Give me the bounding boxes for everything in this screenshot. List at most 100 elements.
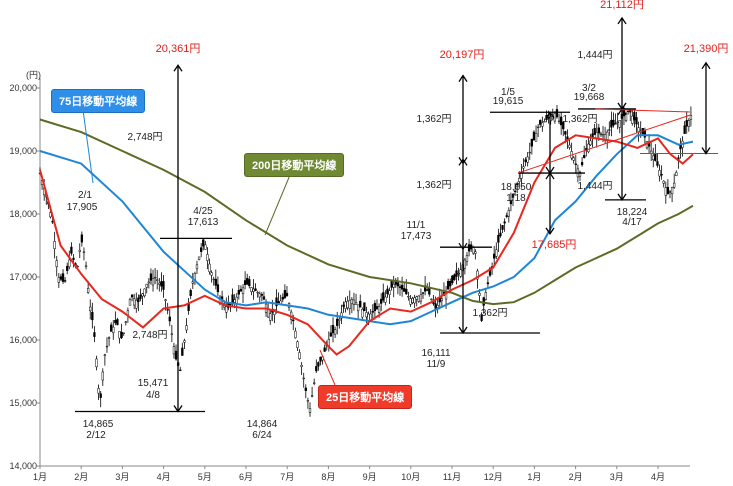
annotation-text: 2/12 bbox=[86, 430, 106, 441]
candle-body bbox=[484, 292, 487, 300]
candle-body bbox=[382, 292, 385, 301]
candle-body bbox=[614, 123, 617, 125]
candle-body bbox=[526, 156, 529, 163]
candle-body bbox=[507, 210, 510, 217]
x-tick-label: 6月 bbox=[239, 472, 253, 482]
candle-body bbox=[509, 200, 513, 205]
moving-averages bbox=[39, 118, 694, 356]
candle-body bbox=[82, 251, 86, 253]
candle-body bbox=[547, 117, 550, 119]
candle-body bbox=[147, 281, 150, 284]
candle-body bbox=[476, 270, 479, 280]
candle-body bbox=[363, 302, 366, 312]
candle-body bbox=[128, 299, 132, 306]
candle-body bbox=[208, 263, 211, 273]
arrow-head bbox=[545, 171, 555, 180]
candle-body bbox=[103, 354, 107, 356]
candle-body bbox=[285, 292, 289, 297]
candle-body bbox=[367, 313, 370, 321]
candle-body bbox=[323, 347, 326, 352]
annotation-text: 1/5 bbox=[501, 87, 515, 98]
candle-body bbox=[568, 144, 571, 148]
candle-body bbox=[354, 302, 358, 305]
candle-body bbox=[400, 284, 404, 290]
candle-body bbox=[191, 281, 194, 284]
target-price-label: 21,390円 bbox=[684, 43, 729, 55]
candle-body bbox=[214, 278, 217, 286]
candle-body bbox=[361, 308, 364, 318]
arrow-head bbox=[617, 193, 627, 202]
candle-body bbox=[589, 140, 592, 146]
candle-body bbox=[277, 301, 280, 303]
candle-body bbox=[216, 284, 220, 293]
candle-body bbox=[633, 112, 636, 121]
candle-body bbox=[637, 127, 640, 132]
candle-body bbox=[53, 241, 56, 249]
candle-body bbox=[348, 300, 351, 309]
annotation-text: 1,362円 bbox=[416, 114, 451, 125]
annotation-text: 1,362円 bbox=[416, 180, 451, 191]
candle-body bbox=[172, 346, 176, 355]
candle-body bbox=[262, 296, 266, 300]
x-tick-label: 7月 bbox=[280, 472, 294, 482]
candle-body bbox=[616, 121, 619, 124]
annotation-text: 1/18 bbox=[506, 193, 526, 204]
candle-body bbox=[673, 182, 676, 188]
candle-body bbox=[662, 180, 665, 184]
candle-body bbox=[233, 299, 236, 303]
candle-body bbox=[656, 161, 659, 166]
y-tick-label: 19,000 bbox=[9, 146, 37, 156]
candle-body bbox=[668, 191, 672, 193]
y-tick-label: 17,000 bbox=[9, 272, 37, 282]
candle-body bbox=[202, 239, 205, 247]
candle-body bbox=[359, 300, 362, 308]
candle-body bbox=[143, 288, 146, 297]
candle-body bbox=[486, 282, 490, 285]
candle-body bbox=[689, 115, 693, 120]
candle-body bbox=[687, 120, 690, 127]
x-tick-label: 2月 bbox=[74, 472, 88, 482]
candle-body bbox=[601, 134, 605, 137]
candle-body bbox=[256, 291, 259, 294]
candle-body bbox=[388, 290, 391, 295]
candle-body bbox=[610, 119, 613, 128]
candle-body bbox=[315, 366, 318, 372]
x-tick-label: 9月 bbox=[363, 472, 377, 482]
candle-body bbox=[212, 278, 215, 281]
candle-body bbox=[235, 296, 238, 304]
candle-body bbox=[497, 234, 500, 243]
candle-body bbox=[195, 264, 199, 270]
ma75-label: 75日移動平均線 bbox=[51, 89, 146, 113]
candle-body bbox=[451, 275, 454, 284]
candle-body bbox=[543, 121, 546, 123]
annotation-text: 3/2 bbox=[582, 83, 596, 94]
candle-body bbox=[91, 311, 94, 321]
candle-body bbox=[463, 259, 467, 269]
annotation-text: 11/9 bbox=[427, 359, 446, 370]
candle-body bbox=[133, 298, 136, 306]
candle-body bbox=[373, 303, 377, 312]
candle-body bbox=[436, 304, 439, 308]
arrow-head bbox=[545, 227, 555, 236]
candle-body bbox=[380, 298, 383, 304]
y-tick-label: 20,000 bbox=[9, 83, 37, 93]
candle-body bbox=[377, 306, 381, 313]
candle-body bbox=[340, 312, 343, 319]
candle-body bbox=[97, 388, 100, 394]
candle-body bbox=[587, 143, 590, 153]
candle-body bbox=[120, 331, 123, 338]
candle-body bbox=[434, 303, 437, 309]
candle-body bbox=[660, 174, 663, 176]
candle-body bbox=[139, 294, 142, 299]
candle-body bbox=[241, 287, 245, 294]
annotation-text: 17,905 bbox=[67, 202, 98, 213]
candle-body bbox=[346, 300, 349, 309]
candle-body bbox=[179, 369, 182, 372]
candle-body bbox=[158, 282, 161, 285]
candle-body bbox=[675, 172, 678, 177]
candle-body bbox=[80, 234, 84, 243]
candle-body bbox=[356, 304, 360, 312]
candle-body bbox=[411, 298, 414, 303]
candle-body bbox=[246, 278, 249, 285]
annotation-text: 6/24 bbox=[252, 430, 272, 441]
